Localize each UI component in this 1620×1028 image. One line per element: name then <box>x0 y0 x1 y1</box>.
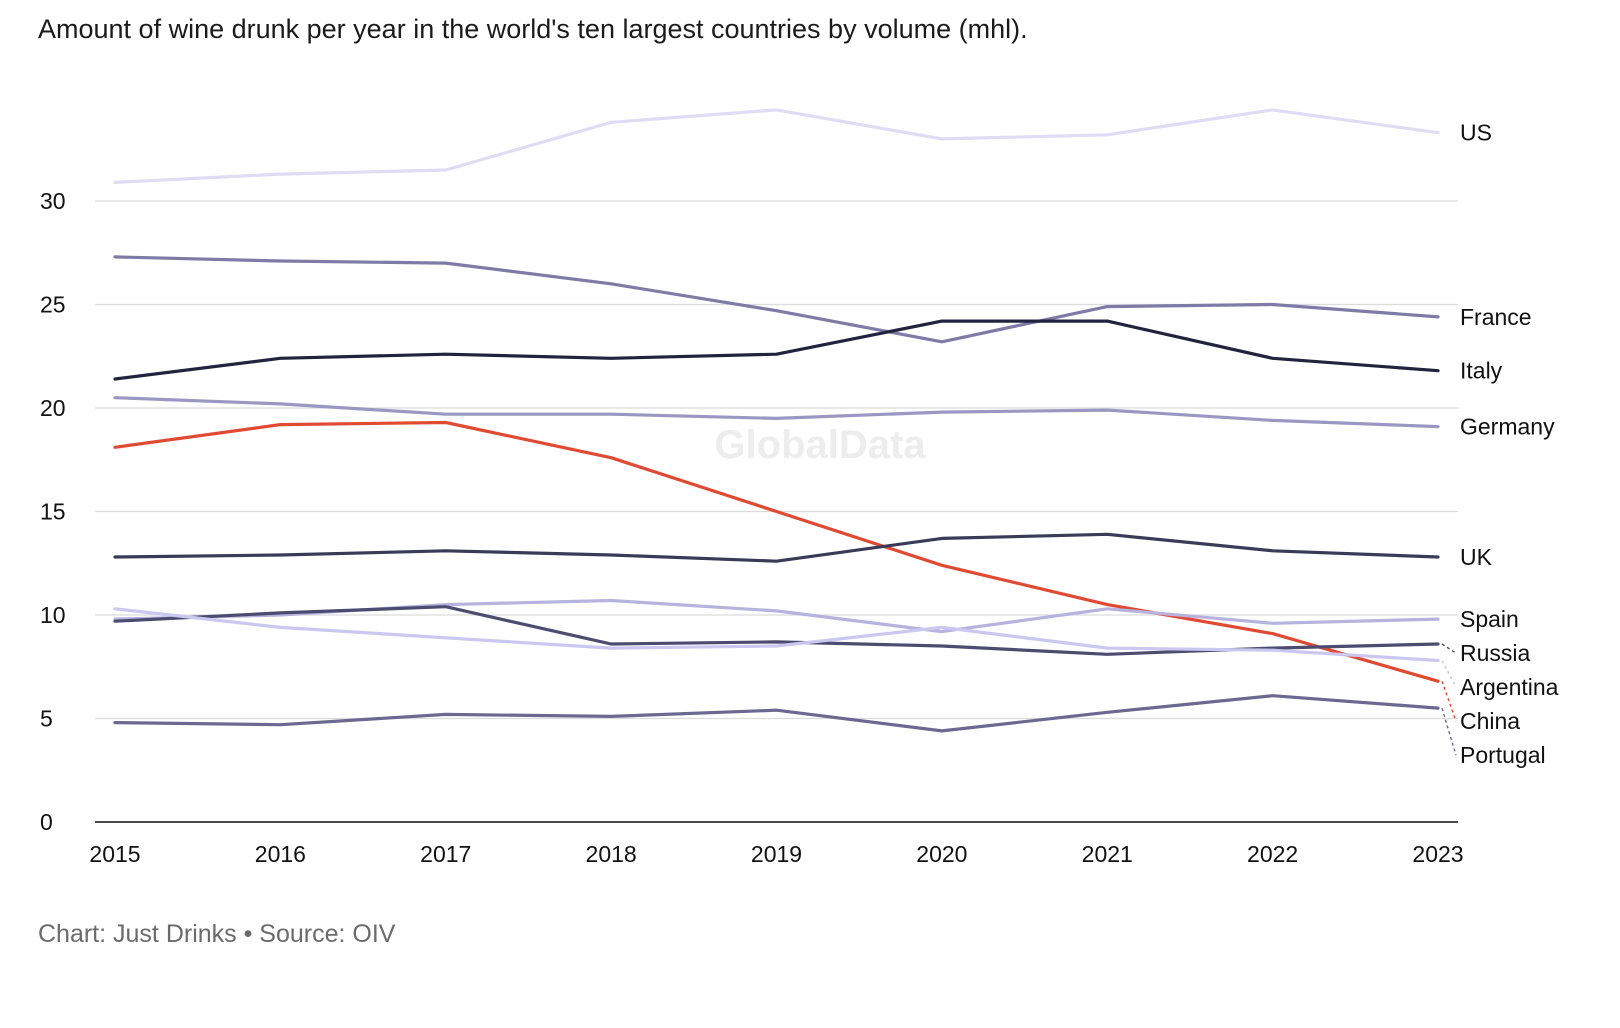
axes: 0 5 10 15 20 25 30 2015 2016 2017 2018 2019 2020 2021… <box>40 188 1464 867</box>
y-tick-label-20: 20 <box>40 395 66 421</box>
series-label-uk: UK <box>1460 544 1493 570</box>
x-tick-label-2020: 2020 <box>916 841 967 867</box>
series-label-china: China <box>1460 708 1520 734</box>
series-lines <box>113 108 1440 733</box>
x-tick-label-2019: 2019 <box>751 841 802 867</box>
series-line-france <box>113 255 1440 344</box>
y-tick-label-5: 5 <box>40 706 53 732</box>
label-leader-argentina <box>1441 660 1457 688</box>
y-tick-label-0: 0 <box>40 809 53 835</box>
series-line-us <box>113 108 1440 184</box>
series-line-italy <box>113 319 1440 381</box>
y-tick-label-15: 15 <box>40 499 66 525</box>
chart-footer: Chart: Just Drinks • Source: OIV <box>38 920 396 948</box>
series-label-argentina: Argentina <box>1460 674 1559 700</box>
series-line-germany <box>113 396 1440 429</box>
series-label-us: US <box>1460 120 1492 146</box>
y-tick-label-10: 10 <box>40 602 66 628</box>
series-label-spain: Spain <box>1460 606 1519 632</box>
x-tick-label-2017: 2017 <box>420 841 471 867</box>
series-line-china <box>113 420 1440 683</box>
series-label-italy: Italy <box>1460 358 1503 384</box>
series-line-portugal <box>113 694 1440 733</box>
series-line-argentina <box>113 607 1440 663</box>
label-leader-china <box>1441 681 1457 722</box>
series-label-germany: Germany <box>1460 414 1555 440</box>
series-labels: US France Italy Germany UK Spain Russia Argenti… <box>1441 120 1559 768</box>
y-tick-label-25: 25 <box>40 292 66 318</box>
watermark: GlobalData <box>714 423 926 467</box>
series-label-portugal: Portugal <box>1460 742 1546 768</box>
series-label-france: France <box>1460 304 1532 330</box>
x-tick-label-2021: 2021 <box>1082 841 1133 867</box>
x-tick-label-2018: 2018 <box>586 841 637 867</box>
chart-title: Amount of wine drunk per year in the wor… <box>38 14 1028 44</box>
x-tick-label-2015: 2015 <box>89 841 140 867</box>
series-label-russia: Russia <box>1460 640 1531 666</box>
series-line-uk <box>113 532 1440 563</box>
label-leader-portugal <box>1441 707 1457 756</box>
y-tick-label-30: 30 <box>40 188 66 214</box>
x-tick-label-2016: 2016 <box>255 841 306 867</box>
label-leader-russia <box>1441 643 1457 654</box>
x-tick-label-2023: 2023 <box>1412 841 1463 867</box>
x-tick-label-2022: 2022 <box>1247 841 1298 867</box>
